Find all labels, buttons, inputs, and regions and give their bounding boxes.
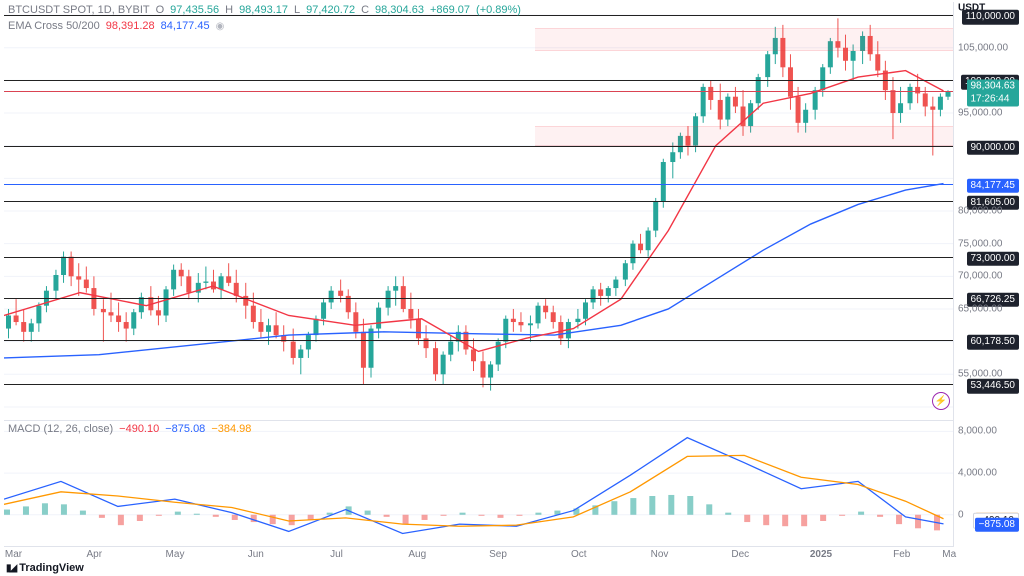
x-axis[interactable]: MarAprMayJunJulAugSepOctNovDec2025FebMa — [4, 546, 954, 564]
quote-label: USDT — [958, 3, 985, 14]
ema200-value: 84,177.45 — [161, 20, 210, 32]
close-value: 98,304.63 — [375, 4, 424, 16]
change-pct: (+0.89%) — [476, 4, 521, 16]
low-value: 97,420.72 — [306, 4, 355, 16]
logo-text: TradingView — [19, 562, 84, 574]
y-axis[interactable]: USDT 55,000.0065,000.0070,000.0075,000.0… — [954, 0, 1024, 546]
macd-label: MACD (12, 26, close) — [8, 423, 113, 435]
open-value: 97,435.56 — [170, 4, 219, 16]
price-series — [4, 2, 953, 420]
macd-v1: −490.10 — [119, 423, 159, 435]
low-label: L — [294, 4, 300, 16]
high-label: H — [225, 4, 233, 16]
high-value: 98,493.17 — [239, 4, 288, 16]
ema-label: EMA Cross 50/200 — [8, 20, 100, 32]
tradingview-logo: ▮◢ TradingView — [6, 562, 84, 574]
visibility-icon[interactable]: ◉ — [216, 21, 225, 32]
chart-stage[interactable]: BTCUSDT SPOT, 1D, BYBIT O 97,435.56 H 98… — [4, 2, 954, 546]
ema-legend: EMA Cross 50/200 98,391.28 84,177.45 ◉ — [8, 20, 224, 32]
symbol: BTCUSDT SPOT, 1D, BYBIT — [8, 4, 150, 16]
change: +869.07 — [430, 4, 470, 16]
macd-v2: −875.08 — [165, 423, 205, 435]
macd-legend: MACD (12, 26, close) −490.10 −875.08 −38… — [8, 423, 251, 435]
macd-v3: −384.98 — [211, 423, 251, 435]
price-pane[interactable]: BTCUSDT SPOT, 1D, BYBIT O 97,435.56 H 98… — [4, 2, 954, 420]
open-label: O — [156, 4, 165, 16]
logo-glyph: ▮◢ — [6, 563, 15, 574]
snapshot-icon[interactable]: ⚡ — [932, 392, 950, 410]
macd-pane[interactable]: MACD (12, 26, close) −490.10 −875.08 −38… — [4, 420, 954, 546]
macd-series — [4, 421, 953, 546]
symbol-legend: BTCUSDT SPOT, 1D, BYBIT O 97,435.56 H 98… — [8, 4, 521, 16]
close-label: C — [361, 4, 369, 16]
ema50-value: 98,391.28 — [106, 20, 155, 32]
